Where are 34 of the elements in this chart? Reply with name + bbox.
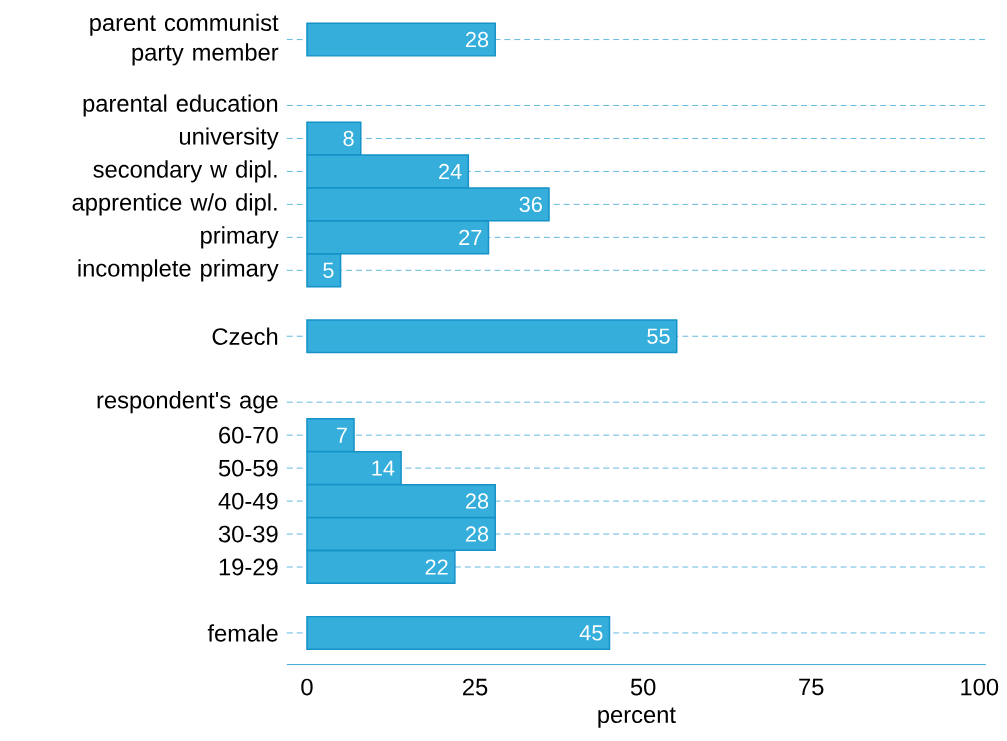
x-tick-label: 75	[799, 678, 824, 696]
y-tick-label: Czech	[212, 327, 278, 346]
x-tick-label: 25	[463, 678, 488, 696]
data-label: 28	[465, 526, 489, 542]
y-tick-label: secondary w dipl.	[93, 160, 277, 183]
data-label: 55	[647, 328, 670, 344]
data-label: 36	[519, 196, 542, 213]
x-tick-label: 100	[961, 678, 999, 696]
data-label: 28	[465, 493, 489, 509]
y-tick-label: 40-49	[218, 492, 278, 510]
data-label: 8	[343, 130, 354, 147]
y-tick-label: apprentice w/o dipl.	[72, 193, 277, 216]
y-tick-label: incomplete primary	[78, 259, 279, 282]
y-tick-label: university	[179, 127, 279, 150]
data-label: 24	[439, 163, 462, 180]
y-tick-label: parental education	[83, 94, 278, 117]
x-tick-label: 50	[630, 678, 656, 696]
x-axis-title: percent	[598, 707, 676, 728]
data-label: 45	[579, 625, 603, 641]
data-label: 28	[465, 31, 489, 48]
data-label: 27	[459, 229, 482, 246]
y-tick-label: 19-29	[219, 558, 278, 576]
y-tick-label: female	[207, 624, 278, 642]
y-tick-label: 30-39	[218, 525, 278, 543]
x-tick-label: 0	[301, 678, 313, 696]
y-tick-label: parent communist party member	[90, 13, 279, 66]
data-label: 7	[336, 427, 347, 443]
y-tick-label: primary	[201, 226, 279, 249]
data-label: 14	[372, 460, 395, 476]
y-tick-label: 60-70	[219, 426, 278, 444]
data-label: 5	[323, 262, 334, 279]
y-tick-label: respondent's age	[97, 391, 278, 414]
y-tick-label: 50-59	[218, 459, 278, 477]
data-label: 22	[425, 559, 448, 575]
